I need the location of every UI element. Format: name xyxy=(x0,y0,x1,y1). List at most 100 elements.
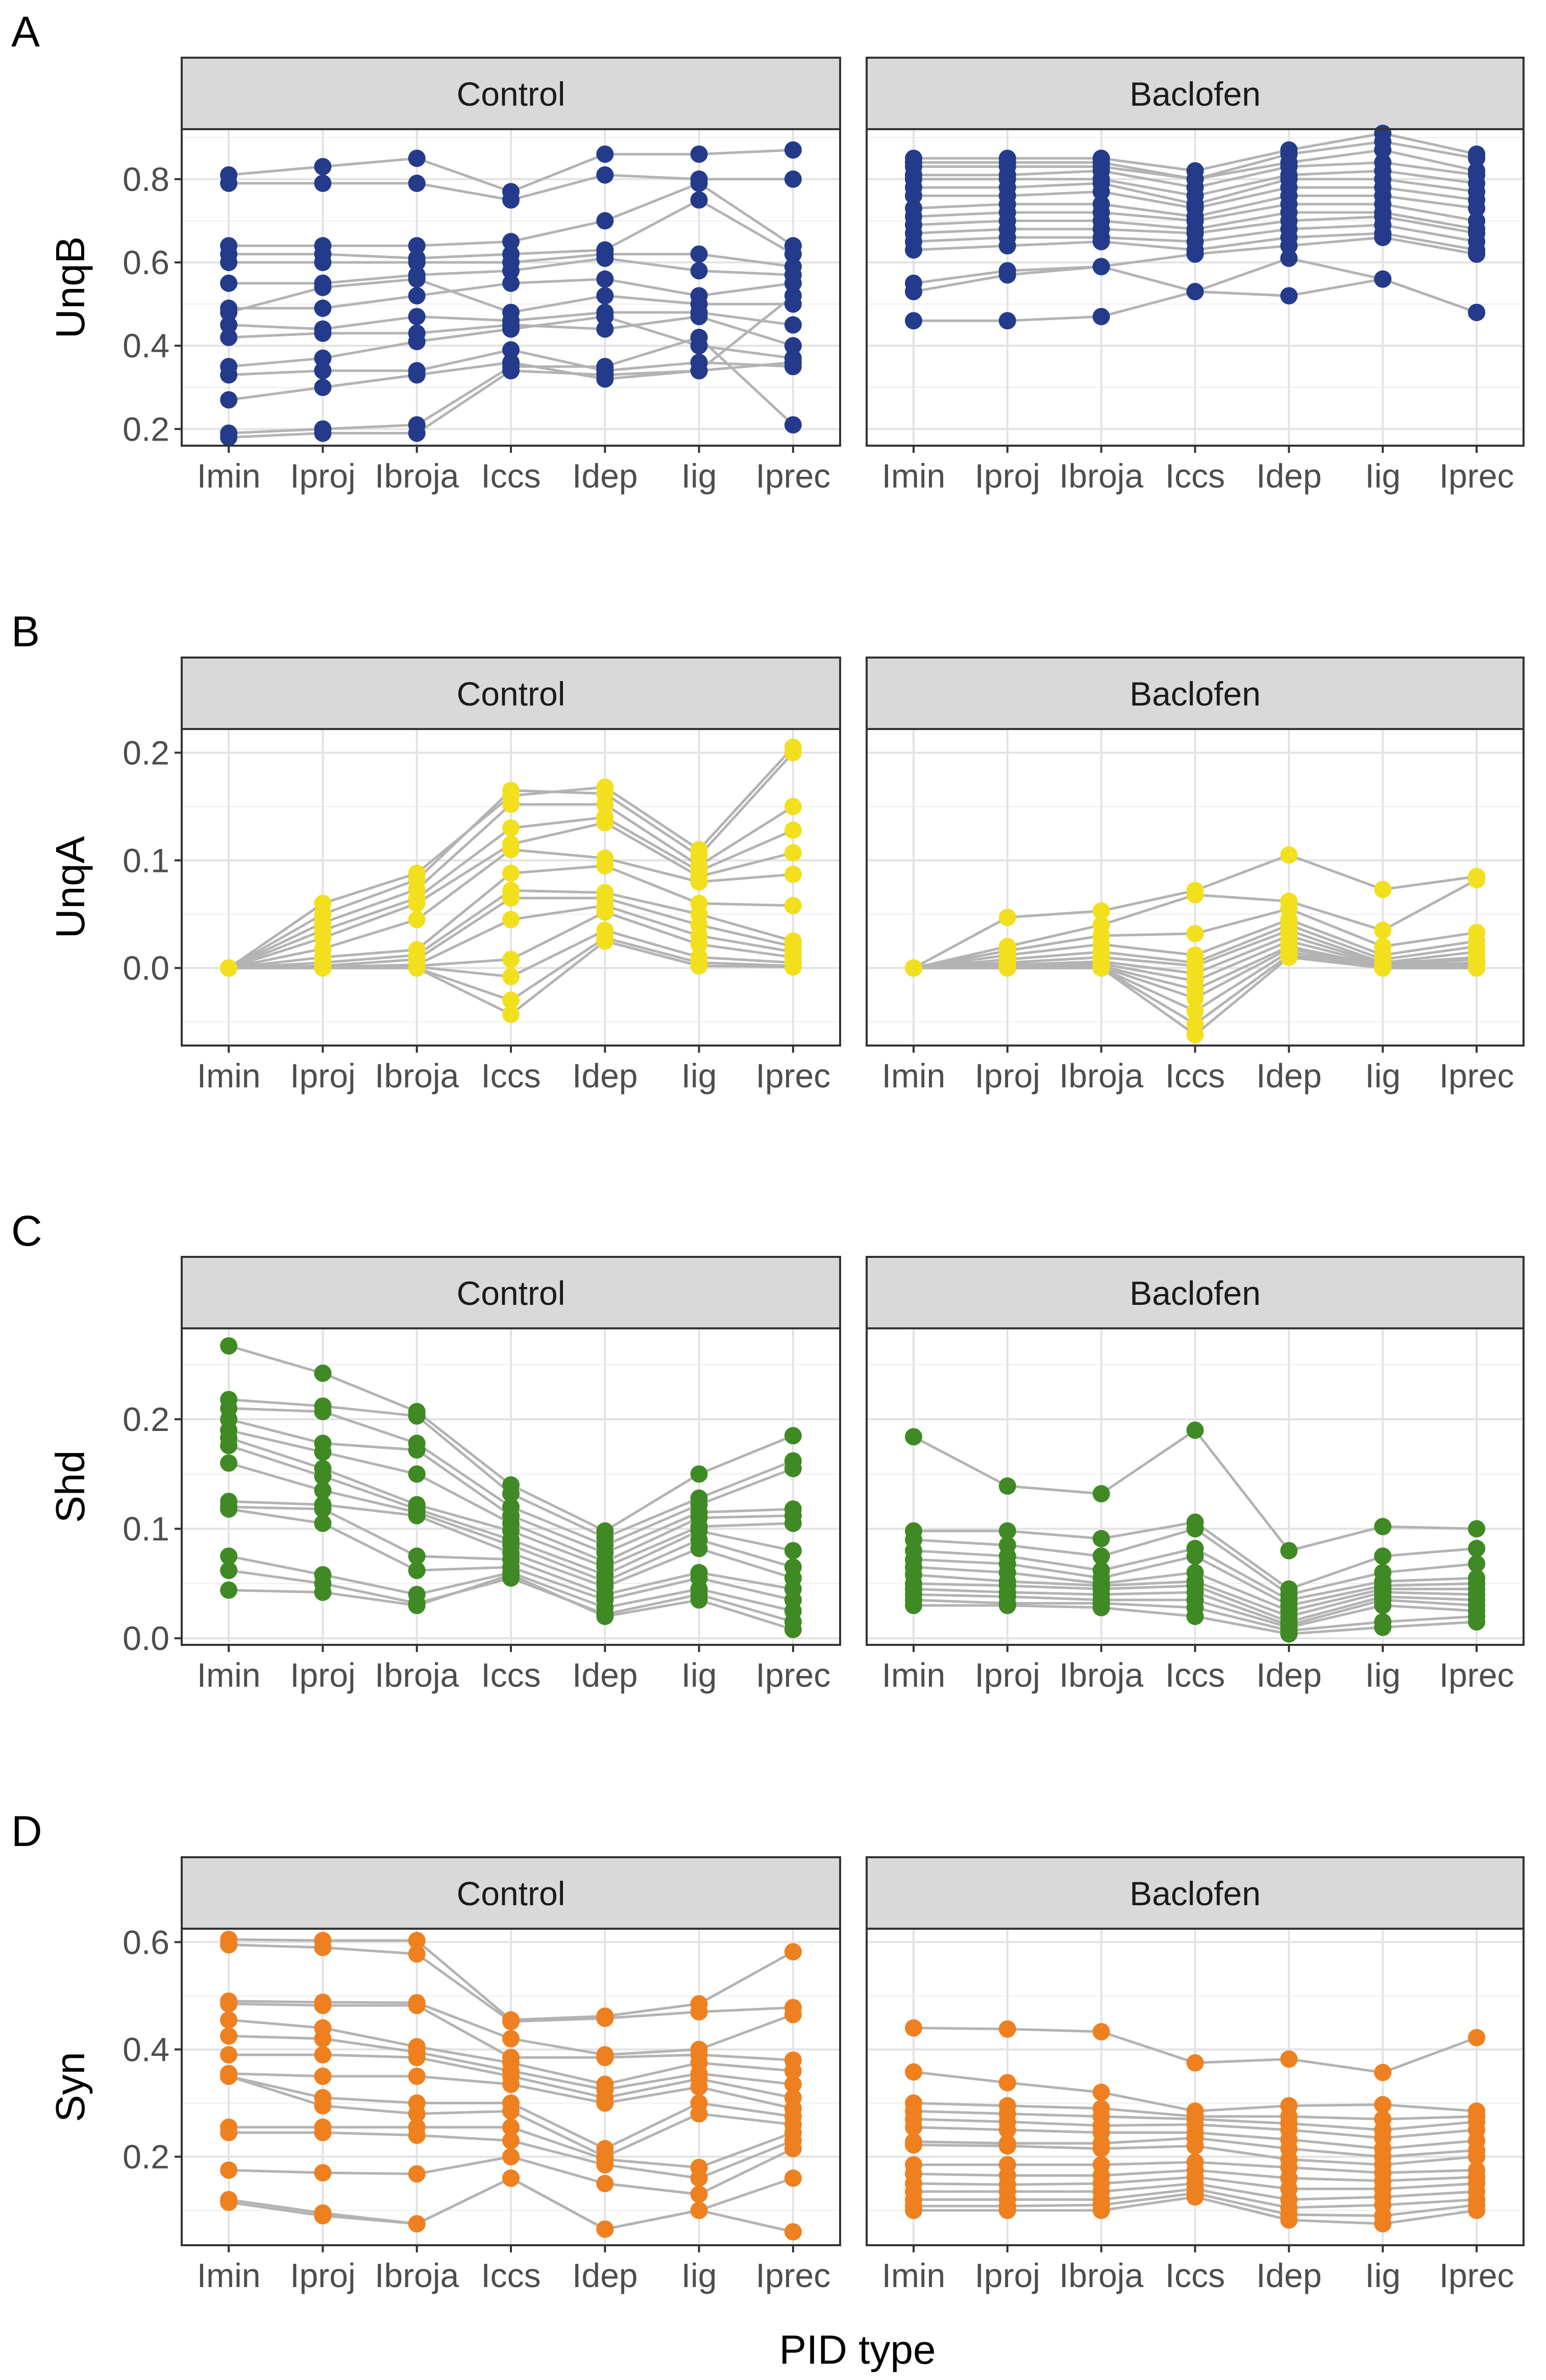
x-tick-label: Idep xyxy=(1256,2256,1321,2294)
y-tick-label: 0.2 xyxy=(122,410,169,448)
y-axis-label: Shd xyxy=(47,1450,93,1523)
data-point xyxy=(502,2169,520,2187)
data-point xyxy=(784,245,802,263)
panel-label: C xyxy=(11,1207,42,1255)
data-point xyxy=(784,353,802,371)
data-point xyxy=(1280,249,1298,267)
x-tick-label: Imin xyxy=(882,1656,946,1694)
data-point xyxy=(502,2148,520,2166)
x-tick-label: Iproj xyxy=(975,2256,1040,2294)
data-point xyxy=(408,1596,426,1614)
data-point xyxy=(502,1485,520,1502)
data-point xyxy=(220,254,238,272)
data-point xyxy=(314,1514,332,1532)
data-point xyxy=(408,1997,426,2014)
facet-strip xyxy=(866,1256,1525,1329)
data-point xyxy=(596,2094,614,2112)
data-point xyxy=(220,1547,238,1565)
data-point xyxy=(904,2019,922,2037)
data-point xyxy=(1280,237,1298,255)
data-point xyxy=(596,2156,614,2174)
data-point xyxy=(784,2223,802,2241)
data-point xyxy=(220,328,238,346)
data-point xyxy=(314,1482,332,1499)
data-point xyxy=(220,1581,238,1599)
data-point xyxy=(314,2124,332,2142)
facet-strip-label: Baclofen xyxy=(1130,675,1261,713)
data-point xyxy=(502,819,520,837)
data-point xyxy=(690,2169,708,2187)
data-point xyxy=(596,1608,614,1625)
data-point xyxy=(998,2137,1016,2155)
y-tick-label: 0.6 xyxy=(122,244,169,281)
data-point xyxy=(502,782,520,799)
x-tick-label: Iproj xyxy=(975,1656,1040,1694)
data-point xyxy=(502,2102,520,2120)
data-point xyxy=(408,2067,426,2085)
y-tick-label: 0.4 xyxy=(122,2030,169,2068)
facet-strip xyxy=(866,1856,1525,1930)
data-point xyxy=(1092,1529,1110,1547)
data-point xyxy=(904,2063,922,2081)
data-point xyxy=(314,2046,332,2063)
x-tick-label: Imin xyxy=(882,1057,946,1095)
data-point xyxy=(1092,1485,1110,1502)
y-tick-label: 0.6 xyxy=(122,1923,169,1961)
data-point xyxy=(408,366,426,384)
data-point xyxy=(784,896,802,914)
data-point xyxy=(1468,2029,1486,2047)
data-point xyxy=(1186,2054,1204,2072)
x-tick-label: Iig xyxy=(1365,1057,1401,1095)
data-point xyxy=(220,1995,238,2013)
data-point xyxy=(502,889,520,907)
data-point xyxy=(596,166,614,184)
data-point xyxy=(408,424,426,442)
data-point xyxy=(690,262,708,280)
data-point xyxy=(314,299,332,317)
data-point xyxy=(784,1943,802,1961)
facet-strip-label: Control xyxy=(457,675,566,713)
x-tick-label: Iccs xyxy=(1165,1656,1225,1694)
x-tick-label: Iccs xyxy=(481,457,541,495)
data-point xyxy=(1374,1618,1392,1636)
facet-strip-label: Control xyxy=(457,1274,566,1312)
data-point xyxy=(408,270,426,288)
data-point xyxy=(690,2078,708,2096)
data-point xyxy=(690,328,708,346)
data-point xyxy=(784,865,802,883)
data-point xyxy=(690,1465,708,1483)
data-point xyxy=(596,320,614,338)
data-point xyxy=(904,241,922,259)
panel-label: D xyxy=(11,1807,42,1855)
data-point xyxy=(784,1542,802,1560)
data-point xyxy=(220,2124,238,2142)
facet-baclofen: Baclofen Imin Iproj Ibroja Iccs Idep Iig Iprec xyxy=(866,657,1525,1095)
data-point xyxy=(408,2165,426,2183)
x-tick-label: Iprec xyxy=(1439,457,1514,495)
data-point xyxy=(998,1477,1016,1495)
data-point xyxy=(596,903,614,921)
data-point xyxy=(998,2121,1016,2139)
data-point xyxy=(1092,2140,1110,2157)
x-tick-label: Ibroja xyxy=(375,2256,459,2294)
data-point xyxy=(1092,902,1110,920)
x-tick-label: Imin xyxy=(197,2256,261,2294)
data-point xyxy=(1186,2137,1204,2155)
data-point xyxy=(1468,1613,1486,1631)
data-point xyxy=(1374,141,1392,159)
x-tick-label: Idep xyxy=(572,1057,637,1095)
data-point xyxy=(408,894,426,912)
data-point xyxy=(784,274,802,292)
x-tick-label: Iccs xyxy=(1165,1057,1225,1095)
data-point xyxy=(1280,2211,1298,2229)
data-point xyxy=(596,932,614,950)
x-tick-label: Iprec xyxy=(755,2256,830,2294)
data-point xyxy=(784,2140,802,2157)
data-point xyxy=(998,237,1016,255)
facet-strip xyxy=(181,1856,841,1930)
data-point xyxy=(784,1514,802,1532)
x-tick-label: Iproj xyxy=(290,457,355,495)
x-tick-label: Imin xyxy=(197,1057,261,1095)
data-point xyxy=(220,2011,238,2029)
data-point xyxy=(1092,2023,1110,2041)
